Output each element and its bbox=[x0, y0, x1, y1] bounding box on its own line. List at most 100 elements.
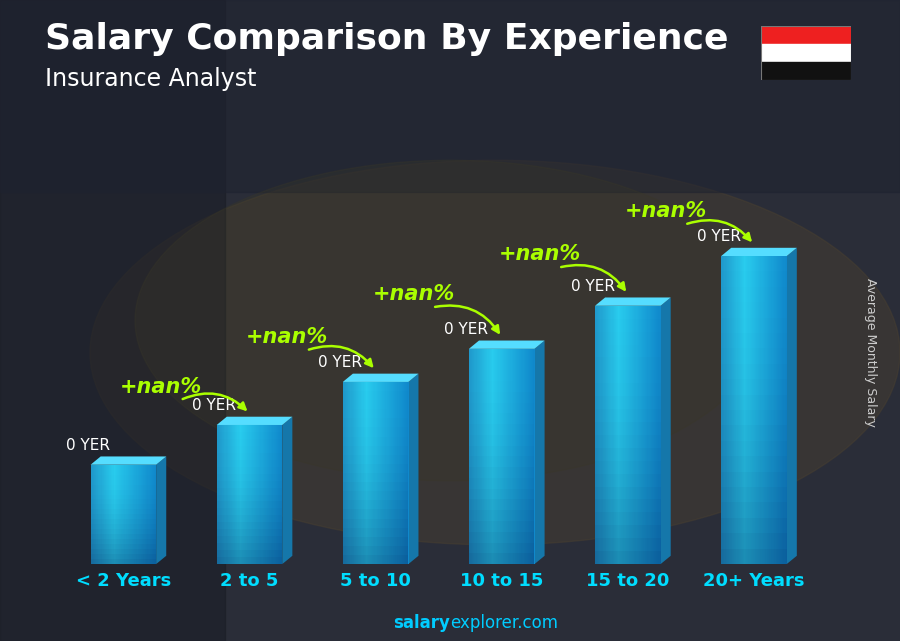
Bar bbox=[343, 537, 409, 546]
Bar bbox=[389, 382, 390, 564]
Bar bbox=[506, 349, 508, 564]
Bar bbox=[472, 349, 473, 564]
Bar bbox=[469, 456, 535, 467]
Bar bbox=[256, 425, 257, 564]
Bar bbox=[147, 465, 148, 564]
Bar bbox=[343, 437, 409, 445]
Bar bbox=[102, 465, 103, 564]
Bar bbox=[91, 465, 157, 470]
Bar bbox=[393, 382, 394, 564]
Bar bbox=[343, 510, 409, 519]
Bar bbox=[91, 485, 157, 490]
Bar bbox=[477, 349, 478, 564]
Bar bbox=[654, 306, 655, 564]
Bar bbox=[269, 425, 270, 564]
Bar bbox=[618, 306, 619, 564]
Bar bbox=[620, 306, 621, 564]
Bar bbox=[473, 349, 474, 564]
Bar bbox=[270, 425, 272, 564]
Bar bbox=[228, 425, 229, 564]
Bar bbox=[721, 549, 787, 564]
Bar bbox=[217, 425, 218, 564]
Bar bbox=[496, 349, 498, 564]
Bar bbox=[744, 256, 745, 564]
Bar bbox=[721, 487, 787, 503]
Bar bbox=[489, 349, 490, 564]
Bar bbox=[99, 465, 101, 564]
Bar bbox=[149, 465, 151, 564]
Bar bbox=[469, 510, 535, 521]
Bar bbox=[774, 256, 775, 564]
Bar bbox=[721, 472, 787, 487]
Bar bbox=[119, 465, 121, 564]
Bar bbox=[240, 425, 242, 564]
Bar bbox=[245, 425, 247, 564]
Bar bbox=[604, 306, 605, 564]
Bar bbox=[91, 544, 157, 549]
Text: 0 YER: 0 YER bbox=[697, 229, 741, 244]
Bar bbox=[470, 349, 472, 564]
Bar bbox=[239, 425, 241, 564]
Text: +nan%: +nan% bbox=[499, 244, 580, 264]
Bar bbox=[598, 306, 599, 564]
Bar bbox=[343, 464, 409, 473]
Bar bbox=[343, 473, 409, 482]
Bar bbox=[499, 349, 500, 564]
Bar bbox=[616, 306, 618, 564]
Bar bbox=[623, 306, 624, 564]
Text: 0 YER: 0 YER bbox=[571, 279, 615, 294]
Bar bbox=[778, 256, 779, 564]
Bar bbox=[0, 0, 225, 641]
Bar bbox=[367, 382, 368, 564]
Text: +nan%: +nan% bbox=[373, 284, 454, 304]
Bar bbox=[734, 256, 735, 564]
Bar bbox=[362, 382, 363, 564]
Bar bbox=[767, 256, 769, 564]
Bar bbox=[112, 465, 113, 564]
Bar bbox=[223, 425, 224, 564]
Bar bbox=[377, 382, 378, 564]
Bar bbox=[469, 435, 535, 445]
Bar bbox=[354, 382, 355, 564]
Bar bbox=[611, 306, 613, 564]
Bar bbox=[757, 256, 759, 564]
Bar bbox=[91, 535, 157, 539]
Bar bbox=[383, 382, 384, 564]
Bar bbox=[501, 349, 503, 564]
Bar bbox=[355, 382, 356, 564]
Bar bbox=[595, 474, 661, 487]
Bar bbox=[91, 539, 157, 544]
Bar bbox=[279, 425, 280, 564]
Bar bbox=[229, 425, 230, 564]
Bar bbox=[776, 256, 777, 564]
Bar bbox=[646, 306, 648, 564]
Bar bbox=[766, 256, 767, 564]
Bar bbox=[785, 256, 786, 564]
Bar bbox=[754, 256, 755, 564]
Bar bbox=[721, 333, 787, 349]
Bar bbox=[217, 529, 283, 537]
Bar bbox=[523, 349, 524, 564]
Bar bbox=[601, 306, 603, 564]
Bar bbox=[343, 455, 409, 464]
Bar bbox=[469, 381, 535, 392]
Bar bbox=[217, 488, 283, 495]
Bar bbox=[139, 465, 140, 564]
Bar bbox=[652, 306, 653, 564]
Bar bbox=[531, 349, 533, 564]
Bar bbox=[368, 382, 369, 564]
Bar bbox=[109, 465, 111, 564]
Bar bbox=[143, 465, 144, 564]
Bar bbox=[721, 410, 787, 426]
Bar bbox=[721, 256, 723, 564]
Bar bbox=[91, 524, 157, 529]
Bar bbox=[114, 465, 116, 564]
Bar bbox=[242, 425, 243, 564]
Bar bbox=[469, 360, 535, 370]
Bar bbox=[475, 349, 477, 564]
Bar bbox=[91, 529, 157, 535]
Text: 0 YER: 0 YER bbox=[66, 438, 110, 453]
Bar bbox=[595, 409, 661, 422]
Bar bbox=[357, 382, 358, 564]
Bar bbox=[653, 306, 654, 564]
